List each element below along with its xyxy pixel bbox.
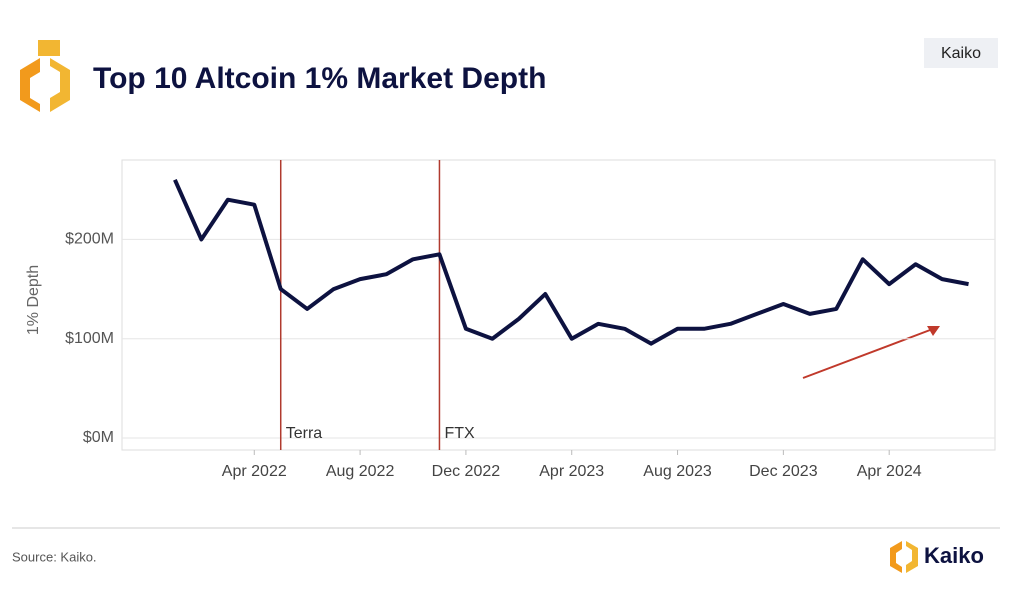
chart-title: Top 10 Altcoin 1% Market Depth — [93, 62, 546, 95]
brand-logo — [890, 541, 902, 573]
badge: Kaiko — [941, 45, 981, 62]
x-tick-label: Dec 2022 — [432, 463, 501, 480]
y-tick-label: $200M — [65, 231, 114, 248]
x-tick-label: Apr 2023 — [539, 463, 604, 480]
brand: Kaiko — [924, 543, 984, 568]
source: Source: Kaiko. — [12, 549, 97, 564]
x-tick-label: Apr 2024 — [857, 463, 922, 480]
event-label: Terra — [286, 425, 323, 442]
x-tick-label: Dec 2023 — [749, 463, 818, 480]
trend-arrow — [802, 326, 939, 379]
y-tick-label: $0M — [83, 429, 114, 446]
brand-logo — [906, 541, 918, 573]
trend-arrow-head — [927, 326, 940, 336]
event-label: FTX — [444, 425, 475, 442]
logo — [20, 40, 70, 112]
x-tick-label: Apr 2022 — [222, 463, 287, 480]
x-tick-label: Aug 2022 — [326, 463, 395, 480]
y-tick-label: $100M — [65, 330, 114, 347]
badge-bg — [924, 38, 998, 68]
plot-frame — [121, 159, 996, 451]
y-axis-label: 1% Depth — [25, 265, 42, 335]
x-tick-label: Aug 2023 — [643, 463, 712, 480]
data-line — [173, 179, 969, 346]
